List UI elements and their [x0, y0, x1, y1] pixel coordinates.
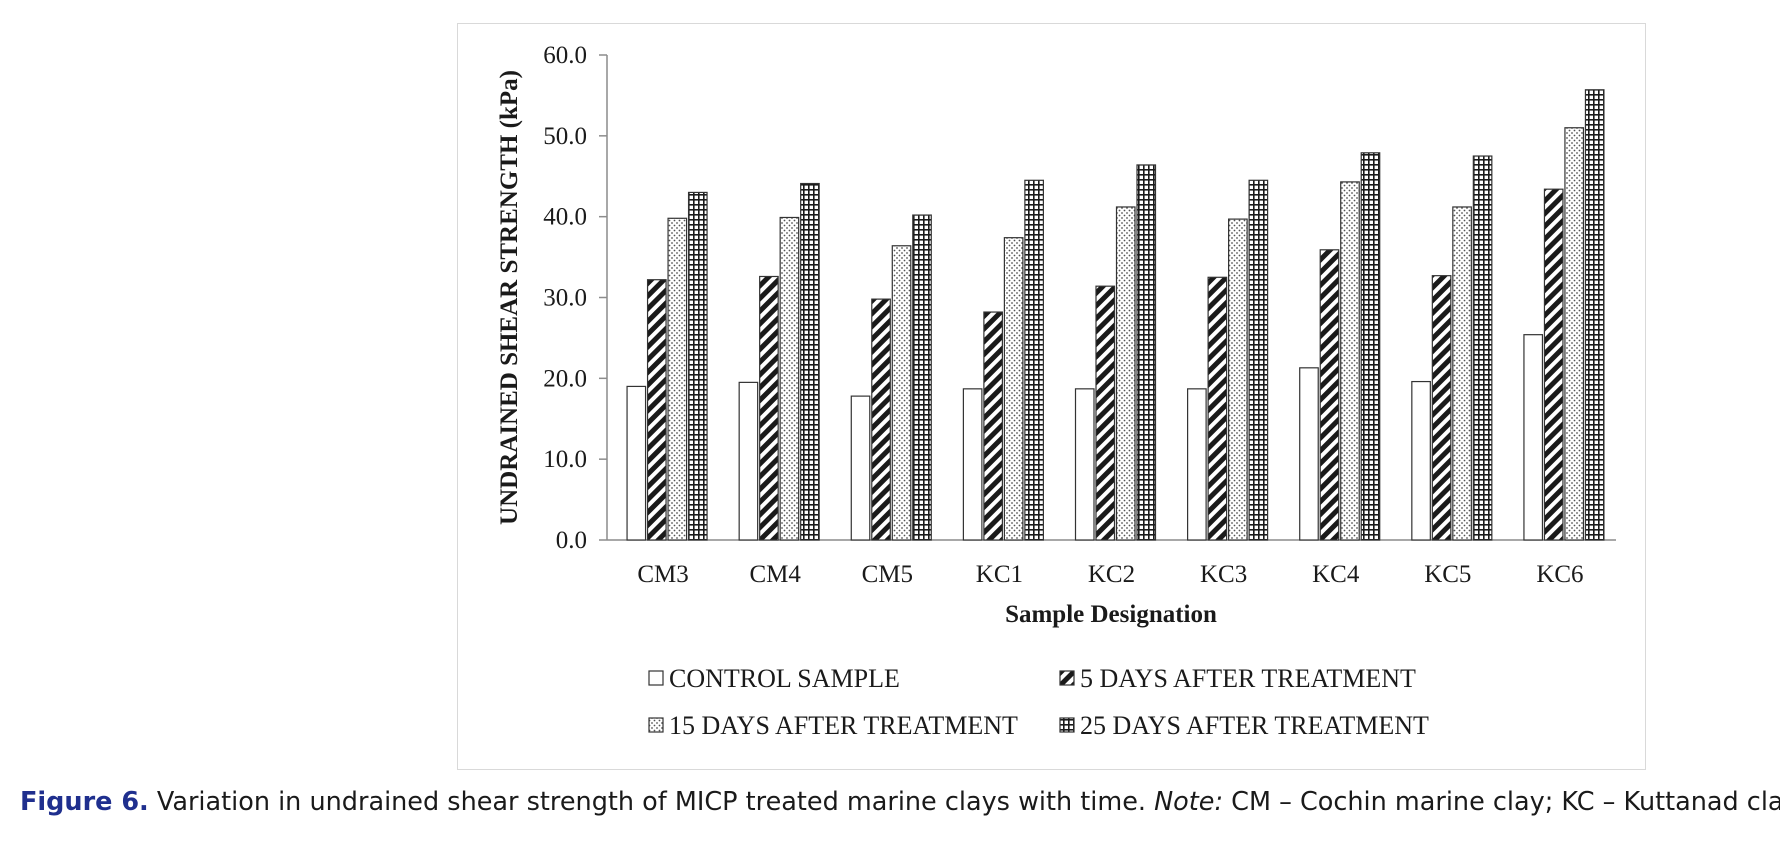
x-axis-title: Sample Designation — [1005, 601, 1217, 628]
y-tick-label: 60.0 — [543, 42, 587, 69]
caption-text: Variation in undrained shear strength of… — [148, 787, 1155, 817]
bar-kc5-series-1 — [1411, 380, 1431, 541]
bar-kc4-series-4 — [1360, 152, 1381, 541]
bar-kc2-series-4 — [1136, 164, 1157, 541]
bar-kc2-series-2 — [1095, 285, 1116, 541]
bar-cm4-series-4 — [800, 182, 820, 541]
caption-note-text: CM – Cochin marine clay; KC – Kuttanad c… — [1223, 787, 1780, 817]
y-tick-label: 50.0 — [543, 123, 587, 150]
x-tick-label: CM5 — [862, 561, 913, 588]
legend-swatch-series-3 — [648, 717, 664, 733]
x-tick-label: KC1 — [976, 561, 1023, 588]
bar-kc6-series-4 — [1584, 89, 1605, 541]
bar-kc1-series-3 — [1003, 237, 1024, 541]
legend-swatch-series-2 — [1059, 670, 1075, 686]
x-tick-label: KC2 — [1088, 561, 1135, 588]
caption-note-label: Note: — [1154, 787, 1224, 817]
legend-label-series-2: 5 DAYS AFTER TREATMENT — [1080, 664, 1416, 693]
bar-kc1-series-1 — [962, 388, 983, 541]
bar-kc4-series-1 — [1299, 367, 1319, 541]
bar-cm4-series-1 — [738, 381, 759, 541]
bar-kc6-series-2 — [1543, 188, 1564, 541]
bar-cm5-series-2 — [871, 298, 891, 541]
chart-frame: 0.0 10.0 20.0 30.0 40.0 50.0 60.0 UNDRAINED SHE… — [457, 23, 1646, 770]
figure-label: Figure 6. — [20, 787, 149, 817]
y-tick-label: 40.0 — [543, 204, 587, 231]
bar-kc1-series-2 — [983, 311, 1003, 541]
x-tick-label: CM3 — [637, 561, 688, 588]
bar-kc4-series-3 — [1340, 181, 1360, 541]
bar-kc6-series-3 — [1564, 127, 1585, 541]
bar-cm4-series-3 — [779, 216, 800, 541]
legend-swatch-series-1 — [648, 670, 664, 686]
bar-cm3-series-2 — [646, 279, 667, 541]
x-tick-label: CM4 — [749, 561, 801, 588]
bar-cm3-series-1 — [626, 385, 647, 541]
y-axis-title: UNDRAINED SHEAR STRENGTH (kPa) — [496, 70, 523, 525]
x-tick-label: KC6 — [1536, 561, 1583, 588]
x-tick-label: KC4 — [1312, 561, 1360, 588]
bar-kc3-series-2 — [1207, 276, 1228, 541]
bar-cm3-series-4 — [687, 191, 708, 541]
bar-kc1-series-4 — [1024, 179, 1044, 541]
bar-kc3-series-3 — [1228, 218, 1248, 541]
bar-kc5-series-4 — [1472, 155, 1493, 541]
bar-cm3-series-3 — [667, 217, 688, 541]
bar-cm5-series-3 — [891, 245, 912, 541]
bar-kc5-series-2 — [1431, 275, 1452, 541]
bar-kc4-series-2 — [1319, 249, 1340, 541]
bar-cm5-series-1 — [850, 395, 871, 541]
x-tick-label: KC3 — [1200, 561, 1247, 588]
bar-kc6-series-1 — [1523, 334, 1544, 541]
legend-swatch-series-4 — [1059, 717, 1075, 733]
bar-kc5-series-3 — [1452, 206, 1472, 541]
y-tick-label: 30.0 — [543, 285, 587, 312]
bar-cm4-series-2 — [759, 275, 779, 541]
bar-kc3-series-1 — [1187, 388, 1207, 541]
bar-cm5-series-4 — [912, 214, 932, 541]
legend-label-series-4: 25 DAYS AFTER TREATMENT — [1080, 711, 1429, 740]
y-tick-label: 20.0 — [543, 365, 587, 392]
bar-kc3-series-4 — [1248, 179, 1269, 541]
bar-chart: 0.0 10.0 20.0 30.0 40.0 50.0 60.0 UNDRAINED SHE… — [496, 42, 1616, 740]
bar-kc2-series-3 — [1115, 206, 1136, 541]
legend-label-series-1: CONTROL SAMPLE — [669, 664, 900, 693]
x-tick-label: KC5 — [1424, 561, 1471, 588]
y-tick-label: 10.0 — [543, 446, 587, 473]
legend-label-series-3: 15 DAYS AFTER TREATMENT — [669, 711, 1018, 740]
bar-kc2-series-1 — [1074, 388, 1095, 541]
y-tick-label: 0.0 — [556, 527, 587, 554]
figure-caption: Figure 6. Variation in undrained shear s… — [20, 787, 1780, 817]
